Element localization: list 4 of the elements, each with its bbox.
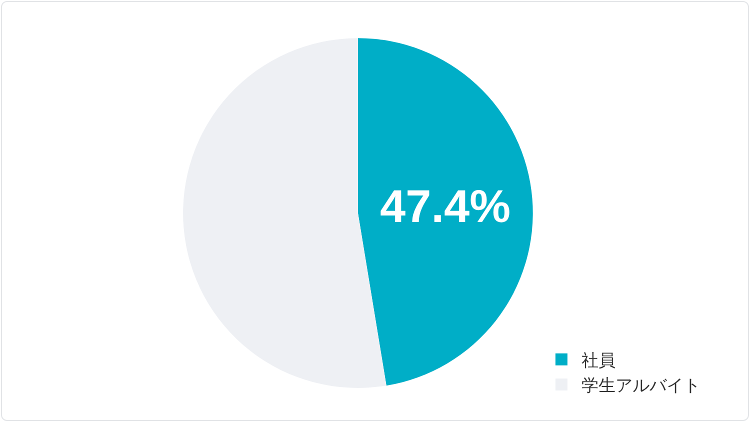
pie-slice [358, 38, 533, 386]
legend-label: 社員 [581, 350, 616, 371]
legend-label: 学生アルバイト [581, 376, 700, 396]
data-label: 47.4% [380, 180, 510, 232]
